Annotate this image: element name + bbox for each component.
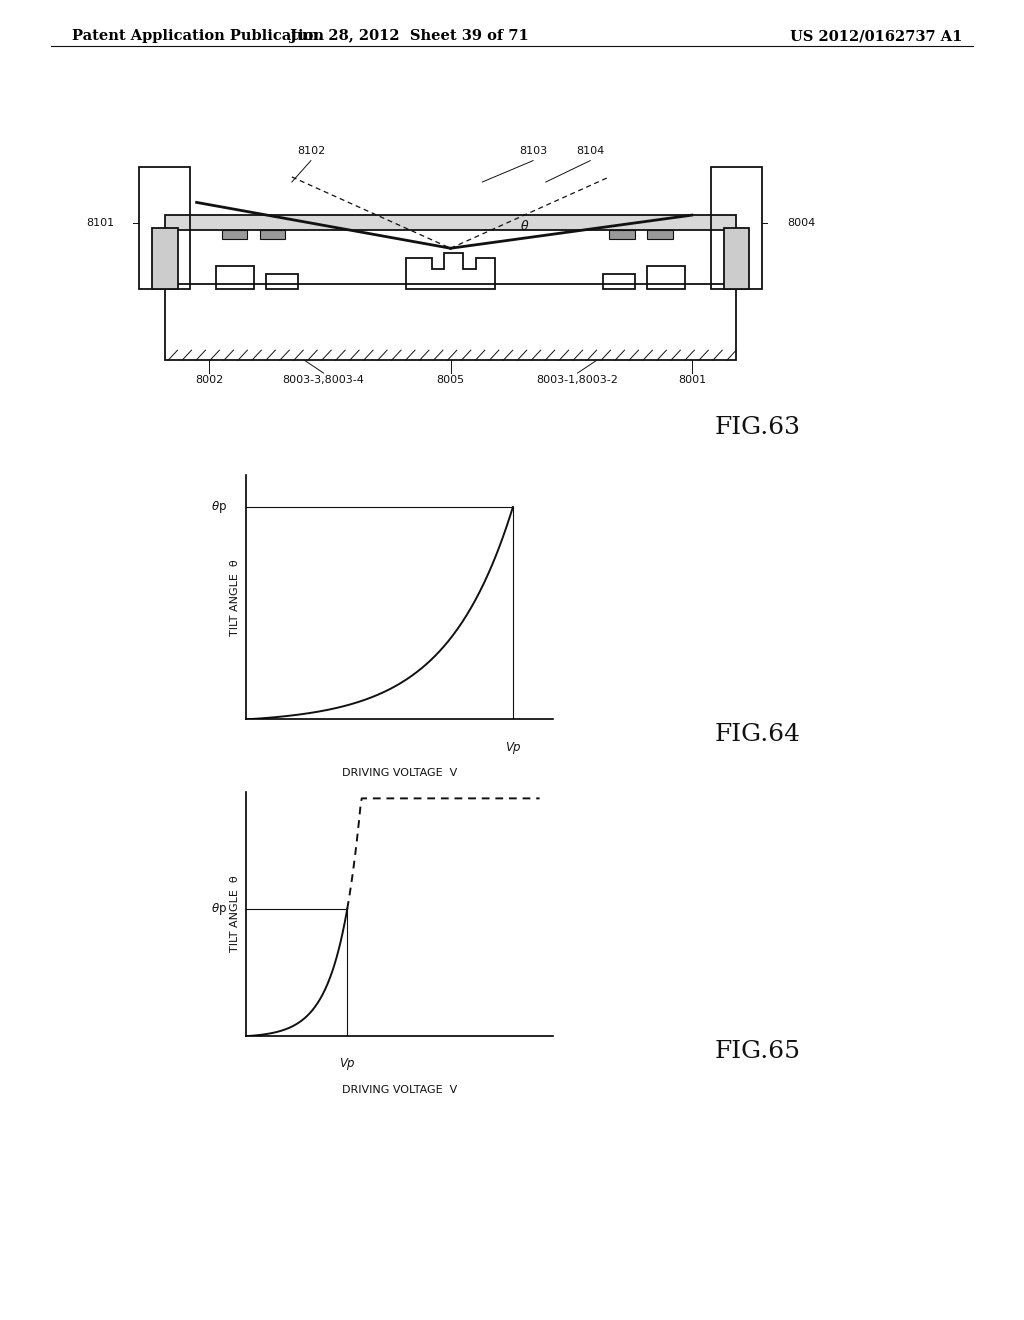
Text: Jun. 28, 2012  Sheet 39 of 71: Jun. 28, 2012 Sheet 39 of 71 [290, 29, 529, 44]
Polygon shape [724, 228, 749, 289]
Text: FIG.64: FIG.64 [715, 723, 801, 746]
Text: DRIVING VOLTAGE  V: DRIVING VOLTAGE V [342, 1085, 457, 1096]
Text: FIG.63: FIG.63 [715, 416, 801, 438]
Text: 8103: 8103 [519, 147, 547, 156]
Text: 8004: 8004 [787, 218, 815, 228]
Text: 8003-3,8003-4: 8003-3,8003-4 [283, 375, 365, 385]
Text: Vp: Vp [505, 741, 520, 754]
Text: 8102: 8102 [297, 147, 325, 156]
Bar [222, 231, 248, 239]
Text: US 2012/0162737 A1: US 2012/0162737 A1 [791, 29, 963, 44]
Y-axis label: TILT ANGLE  θ: TILT ANGLE θ [230, 875, 241, 953]
Text: 8001: 8001 [678, 375, 706, 385]
Text: 8104: 8104 [577, 147, 604, 156]
Polygon shape [165, 215, 736, 231]
Text: Patent Application Publication: Patent Application Publication [72, 29, 324, 44]
Bar [647, 231, 673, 239]
Text: 8005: 8005 [436, 375, 465, 385]
Text: $\theta$p: $\theta$p [211, 499, 227, 515]
Bar [609, 231, 635, 239]
Text: DRIVING VOLTAGE  V: DRIVING VOLTAGE V [342, 768, 457, 779]
Text: $\theta$: $\theta$ [520, 219, 529, 234]
Text: 8003-1,8003-2: 8003-1,8003-2 [537, 375, 618, 385]
Y-axis label: TILT ANGLE  θ: TILT ANGLE θ [230, 558, 241, 636]
Text: FIG.65: FIG.65 [715, 1040, 801, 1063]
Bar [260, 231, 286, 239]
Polygon shape [153, 228, 177, 289]
Text: Vp: Vp [340, 1057, 355, 1071]
Text: 8101: 8101 [86, 218, 114, 228]
Text: 8002: 8002 [196, 375, 223, 385]
Text: $\theta$p: $\theta$p [211, 900, 227, 917]
